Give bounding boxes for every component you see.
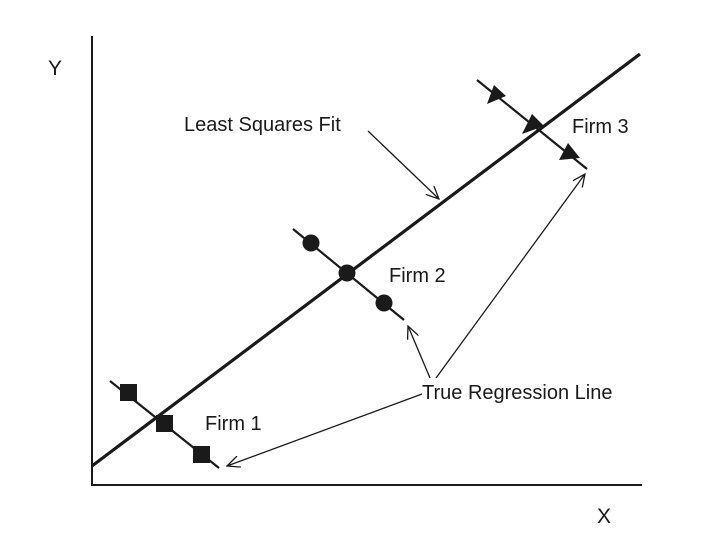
firm-1-group: Firm 1 <box>109 380 262 469</box>
firm-1-marker-square <box>193 446 210 463</box>
y-axis-label: Y <box>48 57 62 80</box>
firm-2-marker-circle <box>338 264 356 282</box>
true-regression-arrow-firm-1 <box>227 393 423 466</box>
firm-3-marker-triangle <box>522 114 544 134</box>
true-regression-line-label: True Regression Line <box>422 382 612 404</box>
true-regression-arrow-firm-2 <box>408 326 431 379</box>
true-regression-arrow-firm-3 <box>435 174 585 379</box>
x-axis-label: X <box>597 505 611 528</box>
firm-2-group: Firm 2 <box>292 228 446 321</box>
firm-3-marker-triangle <box>487 85 506 104</box>
firm-2-marker-circle <box>302 234 320 252</box>
firm-3-label: Firm 3 <box>572 116 629 138</box>
firm-3-group: Firm 3 <box>476 79 629 170</box>
firm-1-label: Firm 1 <box>205 413 262 435</box>
least-squares-fit-label: Least Squares Fit <box>184 114 341 136</box>
firm-2-label: Firm 2 <box>389 265 446 287</box>
least-squares-fit-line <box>91 52 641 468</box>
firm-1-marker-square <box>156 415 173 432</box>
firm-1-marker-square <box>120 384 137 401</box>
least-squares-pointer-arrow <box>367 130 439 199</box>
firm-2-marker-circle <box>375 294 393 312</box>
firm-3-marker-triangle <box>559 143 580 160</box>
